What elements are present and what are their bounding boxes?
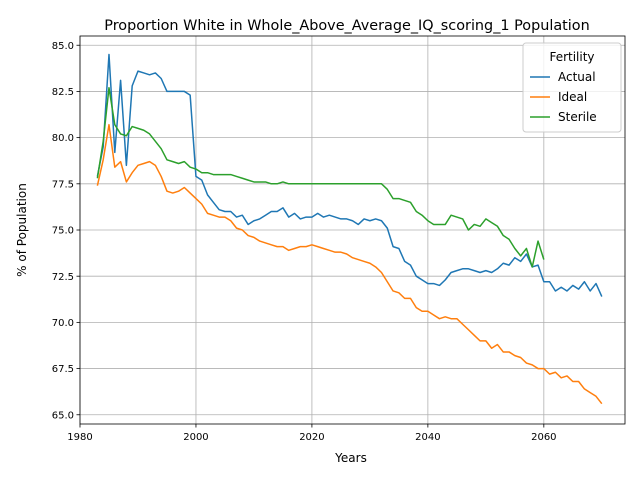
legend-label-ideal: Ideal: [558, 90, 587, 104]
y-tick-label: 82.5: [52, 87, 74, 98]
series-line-ideal: [96, 123, 603, 405]
y-tick-label: 80.0: [52, 133, 74, 144]
x-tick-label: 2000: [183, 432, 208, 443]
x-tick-label: 2020: [299, 432, 324, 443]
legend-box: [522, 42, 622, 133]
legend-label-sterile: Sterile: [558, 110, 597, 124]
series-line-sterile: [96, 86, 545, 268]
x-axis-label: Years: [334, 451, 367, 465]
y-tick-label: 77.5: [52, 179, 74, 190]
x-tick-label: 2060: [531, 432, 556, 443]
y-tick-label: 75.0: [52, 226, 74, 237]
y-tick-label: 85.0: [52, 41, 74, 52]
legend: Fertility Actual Ideal Sterile: [522, 42, 622, 133]
x-tick-label: 1980: [67, 432, 92, 443]
legend-title: Fertility: [549, 50, 594, 64]
y-tick-label: 72.5: [52, 272, 74, 283]
y-tick-label: 65.0: [52, 410, 74, 421]
legend-label-actual: Actual: [558, 70, 596, 84]
series-line-actual: [96, 53, 603, 297]
y-axis-label: % of Population: [15, 183, 29, 277]
y-tick-label: 70.0: [52, 318, 74, 329]
series-lines: [96, 53, 603, 405]
legend-items: Actual Ideal Sterile: [530, 70, 597, 124]
chart-title: Proportion White in Whole_Above_Average_…: [104, 18, 589, 34]
x-tick-label: 2040: [415, 432, 440, 443]
y-tick-label: 67.5: [52, 364, 74, 375]
axis-ticks: 1980 2000 2020 2040 2060 65.0 67.5 70.0 72.5 75.0…: [52, 41, 557, 443]
